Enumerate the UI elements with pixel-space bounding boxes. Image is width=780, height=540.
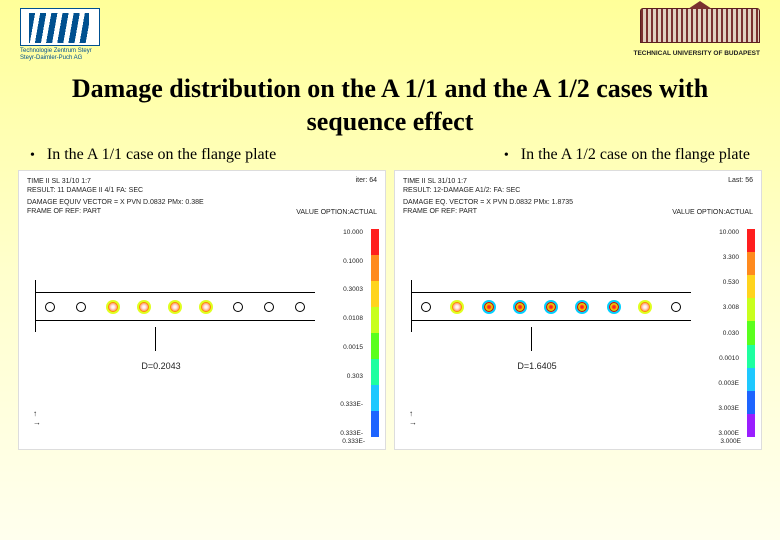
hole-icon bbox=[170, 302, 180, 312]
panel-a12-holes bbox=[421, 302, 681, 312]
logo-left: Technologie Zentrum Steyr Steyr-Daimler-… bbox=[20, 8, 120, 63]
hole-icon bbox=[609, 302, 619, 312]
panel-a12-colorbar: 10.0003.3000.5303.0080.0300.00100.003E3.… bbox=[741, 229, 755, 437]
bullet-icon: • bbox=[30, 148, 35, 164]
colorbar-tick: 3.300 bbox=[699, 254, 739, 261]
colorbar-tick: 0.003E bbox=[699, 380, 739, 387]
panel-a11-bottom: 0.333E- bbox=[342, 438, 365, 445]
bullet-icon: • bbox=[504, 148, 509, 164]
panel-a11-ticks: 10.000 0.1000 0.3003 0.0108 0.0015 0.303 0.333… bbox=[323, 229, 363, 437]
panel-a12-dvalue: D=1.6405 bbox=[517, 361, 556, 371]
subtitle-left: • In the A 1/1 case on the flange plate bbox=[30, 146, 276, 164]
panel-a11-scale-label: VALUE OPTION:ACTUAL bbox=[296, 209, 377, 216]
panels-row: TIME II SL 31/10 1:7 RESULT: 11 DAMAGE I… bbox=[0, 164, 780, 450]
subtitle-right: • In the A 1/2 case on the flange plate bbox=[504, 146, 750, 164]
hole-icon bbox=[671, 302, 681, 312]
logo-left-text: Technologie Zentrum Steyr Steyr-Daimler-… bbox=[20, 48, 120, 61]
colorbar-tick: 0.030 bbox=[699, 330, 739, 337]
logo-right-text: TECHNICAL UNIVERSITY OF BUDAPEST bbox=[630, 50, 760, 57]
logo-right: TECHNICAL UNIVERSITY OF BUDAPEST bbox=[630, 8, 760, 57]
hole-icon bbox=[515, 302, 525, 312]
panel-a11: TIME II SL 31/10 1:7 RESULT: 11 DAMAGE I… bbox=[18, 170, 386, 450]
colorbar-tick: 0.3003 bbox=[323, 286, 363, 293]
colorbar-tick: 0.0010 bbox=[699, 355, 739, 362]
colorbar-tick: 3.008 bbox=[699, 304, 739, 311]
panel-a11-holes bbox=[45, 302, 305, 312]
colorbar-tick: 0.303 bbox=[323, 373, 363, 380]
colorbar-tick: 0.0015 bbox=[323, 344, 363, 351]
axis-icon: ↑→ bbox=[33, 409, 41, 427]
hole-icon bbox=[546, 302, 556, 312]
hole-icon bbox=[452, 302, 462, 312]
hole-icon bbox=[640, 302, 650, 312]
page-title: Damage distribution on the A 1/1 and the… bbox=[0, 63, 780, 144]
hole-icon bbox=[76, 302, 86, 312]
hole-icon bbox=[201, 302, 211, 312]
panel-a11-plate: D=0.2043 bbox=[35, 276, 315, 336]
panel-a12-bottom: 3.000E bbox=[720, 438, 741, 445]
panel-a11-dvalue: D=0.2043 bbox=[141, 361, 180, 371]
axis-icon: ↑→ bbox=[409, 409, 417, 427]
panel-a12-plate: D=1.6405 bbox=[411, 276, 691, 336]
subtitles-row: • In the A 1/1 case on the flange plate … bbox=[0, 146, 780, 164]
panel-a12-header: TIME II SL 31/10 1:7 RESULT: 12-DAMAGE A… bbox=[403, 177, 573, 216]
hole-icon bbox=[421, 302, 431, 312]
panel-a12-iter: Last: 56 bbox=[728, 177, 753, 184]
panel-a12-ticks: 10.000 3.300 0.530 3.008 0.030 0.0010 0.003E 3.… bbox=[699, 229, 739, 437]
colorbar-tick: 3.000E bbox=[699, 430, 739, 437]
hole-icon bbox=[45, 302, 55, 312]
colorbar-tick: 10.000 bbox=[323, 229, 363, 236]
colorbar-tick: 3.003E bbox=[699, 405, 739, 412]
hole-icon bbox=[108, 302, 118, 312]
colorbar-tick: 0.530 bbox=[699, 279, 739, 286]
subtitle-right-text: In the A 1/2 case on the flange plate bbox=[521, 146, 750, 164]
panel-a11-colorbar: 10.0000.10000.30030.01080.00150.3030.333… bbox=[365, 229, 379, 437]
panel-a12-scale-label: VALUE OPTION:ACTUAL bbox=[672, 209, 753, 216]
hole-icon bbox=[484, 302, 494, 312]
header: Technologie Zentrum Steyr Steyr-Daimler-… bbox=[0, 0, 780, 63]
hole-icon bbox=[264, 302, 274, 312]
logo-left-icon bbox=[20, 8, 100, 46]
colorbar-tick: 0.333E- bbox=[323, 401, 363, 408]
panel-a11-header: TIME II SL 31/10 1:7 RESULT: 11 DAMAGE I… bbox=[27, 177, 204, 216]
hole-icon bbox=[233, 302, 243, 312]
panel-a12: TIME II SL 31/10 1:7 RESULT: 12-DAMAGE A… bbox=[394, 170, 762, 450]
logo-right-icon bbox=[640, 8, 760, 48]
panel-a11-iter: iter: 64 bbox=[356, 177, 377, 184]
colorbar-tick: 0.1000 bbox=[323, 258, 363, 265]
colorbar-tick: 0.0108 bbox=[323, 315, 363, 322]
colorbar-tick: 10.000 bbox=[699, 229, 739, 236]
hole-icon bbox=[139, 302, 149, 312]
hole-icon bbox=[577, 302, 587, 312]
hole-icon bbox=[295, 302, 305, 312]
colorbar-tick: 0.333E- bbox=[323, 430, 363, 437]
subtitle-left-text: In the A 1/1 case on the flange plate bbox=[47, 146, 276, 164]
